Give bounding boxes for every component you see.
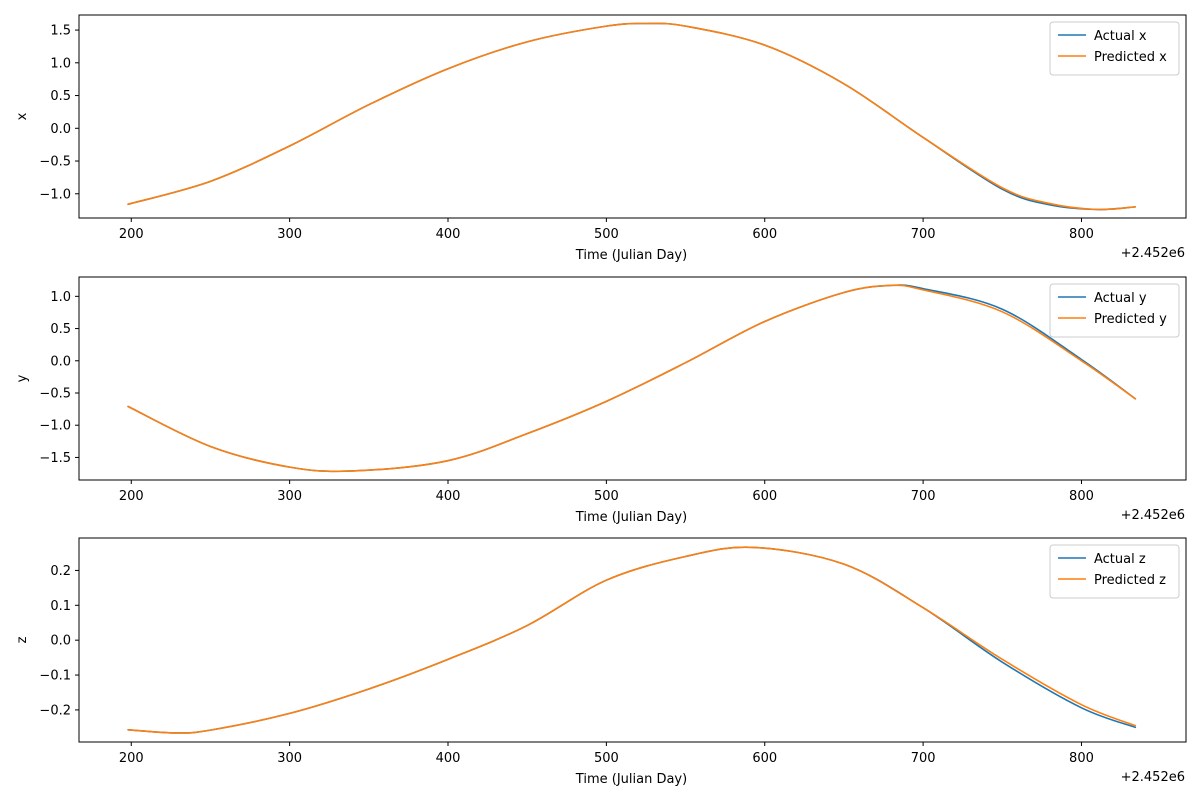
series-line-predicted-z: [127, 546, 1137, 734]
y-tick-label: 0.0: [50, 634, 71, 649]
legend: Actual x Predicted x: [1049, 21, 1180, 76]
y-tick-label: −1.0: [39, 419, 71, 434]
y-tick-label: −0.1: [39, 669, 71, 684]
series-line-actual-y: [127, 284, 1137, 473]
x-axis-label: Time (Julian Day): [575, 248, 687, 263]
y-tick-label: 0.0: [50, 354, 71, 369]
axes-frame: [78, 276, 1187, 481]
x-tick-label: 200: [119, 751, 144, 766]
x-offset-label: +2.452e6: [1121, 246, 1185, 261]
x-tick-label: 200: [119, 489, 144, 504]
chart-panel-y: 200 300 400 500 600 700 800 −1.5 −1.0 −0.5 0.0 0.5 1…: [15, 276, 1187, 525]
y-tick-label: −1.0: [39, 187, 71, 202]
y-axis-label: x: [15, 112, 30, 120]
x-tick-label: 600: [752, 227, 777, 242]
y-tick-label: −1.5: [39, 451, 71, 466]
legend: Actual y Predicted y: [1049, 283, 1180, 338]
x-tick-label: 400: [436, 227, 461, 242]
x-axis-label: Time (Julian Day): [575, 772, 687, 787]
x-tick-label: 700: [911, 751, 936, 766]
series-line-actual-x: [127, 22, 1137, 211]
x-tick-label: 400: [436, 751, 461, 766]
x-tick-label: 500: [594, 227, 619, 242]
x-tick-label: 600: [752, 751, 777, 766]
y-axis-label: z: [15, 636, 30, 643]
y-tick-label: −0.5: [39, 387, 71, 402]
legend-label-predicted: Predicted y: [1094, 312, 1167, 327]
x-tick-label: 400: [436, 489, 461, 504]
x-tick-label: 800: [1069, 227, 1094, 242]
legend-label-predicted: Predicted x: [1094, 50, 1167, 65]
x-tick-label: 300: [277, 227, 302, 242]
y-tick-label: 0.2: [50, 564, 71, 579]
y-tick-label: 1.0: [50, 56, 71, 71]
chart-panel-x: 200 300 400 500 600 700 800 −1.0 −0.5 0.0 0.5 1.0 1.…: [15, 14, 1187, 263]
axes-frame: [78, 537, 1187, 743]
legend-label-actual: Actual y: [1094, 291, 1147, 306]
axes-frame: [78, 14, 1187, 219]
x-tick-label: 300: [277, 489, 302, 504]
legend: Actual z Predicted z: [1049, 544, 1180, 599]
x-tick-label: 500: [594, 751, 619, 766]
x-tick-label: 200: [119, 227, 144, 242]
x-tick-label: 800: [1069, 489, 1094, 504]
y-axis-label: y: [15, 374, 30, 382]
x-tick-label: 700: [911, 227, 936, 242]
y-tick-label: 0.1: [50, 599, 71, 614]
x-tick-label: 500: [594, 489, 619, 504]
x-offset-label: +2.452e6: [1121, 508, 1185, 523]
y-tick-label: 0.0: [50, 122, 71, 137]
x-axis-label: Time (Julian Day): [575, 510, 687, 525]
x-tick-label: 700: [911, 489, 936, 504]
x-tick-label: 600: [752, 489, 777, 504]
x-tick-label: 800: [1069, 751, 1094, 766]
y-tick-label: 0.5: [50, 322, 71, 337]
x-tick-label: 300: [277, 751, 302, 766]
y-tick-label: −0.5: [39, 155, 71, 170]
y-tick-label: −0.2: [39, 703, 71, 718]
series-line-predicted-y: [127, 284, 1137, 473]
legend-label-predicted: Predicted z: [1094, 573, 1166, 588]
y-tick-label: 0.5: [50, 89, 71, 104]
series-line-actual-z: [127, 546, 1137, 734]
legend-label-actual: Actual z: [1094, 552, 1146, 567]
x-offset-label: +2.452e6: [1121, 770, 1185, 785]
y-tick-label: 1.5: [50, 24, 71, 39]
legend-label-actual: Actual x: [1094, 29, 1147, 44]
series-line-predicted-x: [127, 22, 1137, 211]
y-tick-label: 1.0: [50, 290, 71, 305]
chart-panel-z: 200 300 400 500 600 700 800 −0.2 −0.1 0.0 0.1 0.2 Ti…: [15, 537, 1187, 787]
